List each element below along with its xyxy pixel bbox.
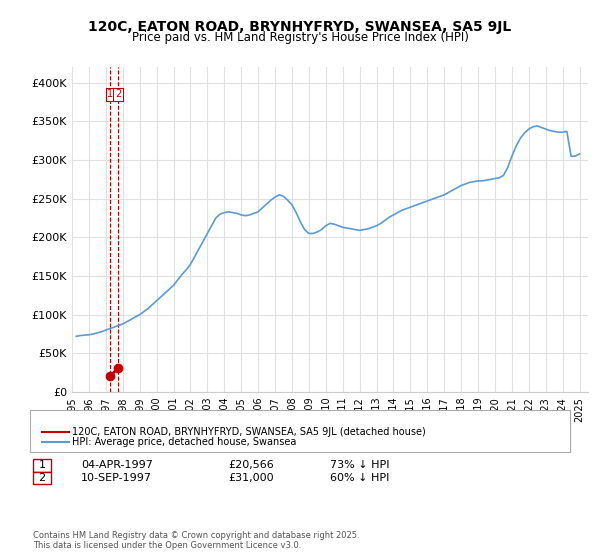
Text: 120C, EATON ROAD, BRYNHYFRYD, SWANSEA, SA5 9JL (detached house): 120C, EATON ROAD, BRYNHYFRYD, SWANSEA, S…	[72, 427, 426, 437]
Text: 73% ↓ HPI: 73% ↓ HPI	[330, 460, 389, 470]
Text: 120C, EATON ROAD, BRYNHYFRYD, SWANSEA, SA5 9JL: 120C, EATON ROAD, BRYNHYFRYD, SWANSEA, S…	[88, 20, 512, 34]
Text: £31,000: £31,000	[228, 473, 274, 483]
Text: 04-APR-1997: 04-APR-1997	[81, 460, 153, 470]
Text: 2: 2	[115, 89, 121, 99]
Text: 2: 2	[38, 473, 46, 483]
Text: 60% ↓ HPI: 60% ↓ HPI	[330, 473, 389, 483]
Text: Contains HM Land Registry data © Crown copyright and database right 2025.
This d: Contains HM Land Registry data © Crown c…	[33, 530, 359, 550]
Text: £20,566: £20,566	[228, 460, 274, 470]
Text: 1: 1	[107, 89, 113, 99]
Text: Price paid vs. HM Land Registry's House Price Index (HPI): Price paid vs. HM Land Registry's House …	[131, 31, 469, 44]
Text: HPI: Average price, detached house, Swansea: HPI: Average price, detached house, Swan…	[72, 437, 296, 447]
Text: 1: 1	[38, 460, 46, 470]
Text: 10-SEP-1997: 10-SEP-1997	[81, 473, 152, 483]
